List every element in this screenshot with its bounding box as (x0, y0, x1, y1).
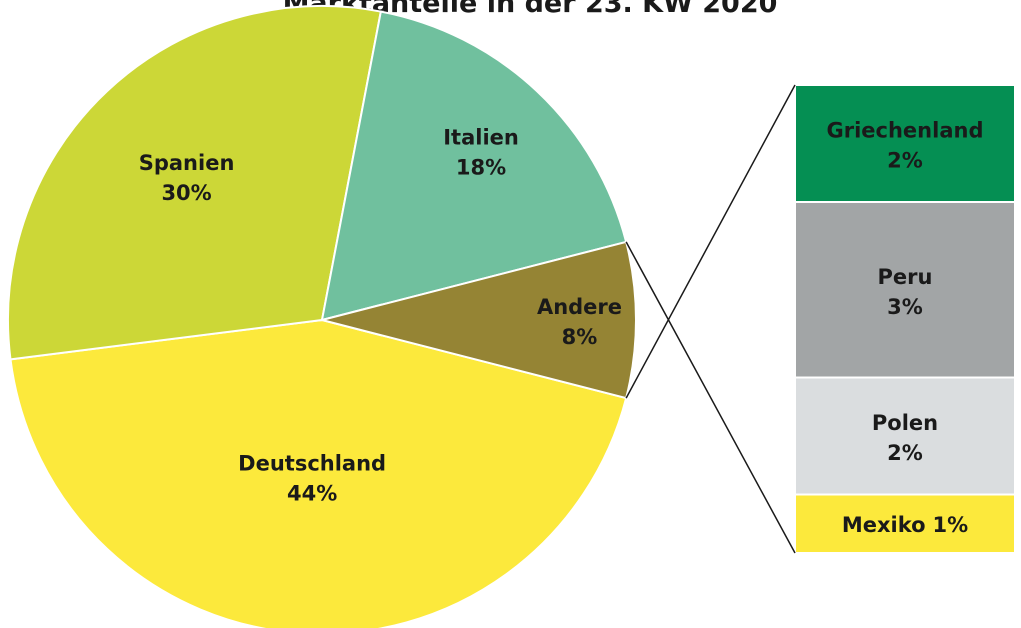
slice-value: 8% (562, 325, 598, 349)
slice-label: Deutschland (238, 452, 386, 476)
bar-segment (794, 201, 1016, 379)
segment-value: 2% (887, 441, 923, 465)
connector-line (625, 241, 796, 554)
bar-segment (794, 493, 1016, 554)
bar-segment (794, 84, 1016, 203)
pie-slice (320, 10, 628, 322)
pie-slice (7, 5, 383, 361)
segment-label: Peru (878, 265, 933, 289)
chart-title: Marktanteile in der 23. KW 2020 (283, 0, 778, 19)
segment-value: 3% (887, 295, 923, 319)
bar-segment (794, 376, 1016, 496)
slice-label: Andere (537, 295, 622, 319)
pie-slice (321, 240, 637, 400)
connector-line (625, 84, 796, 399)
segment-label: Mexiko 1% (842, 513, 968, 537)
slice-value: 18% (456, 156, 506, 180)
segment-name: Mexiko (842, 513, 926, 537)
slice-label: Spanien (139, 151, 235, 175)
pie-slice (9, 318, 628, 628)
segment-value: 1% (933, 513, 969, 537)
slice-value: 44% (287, 482, 337, 506)
segment-label: Griechenland (827, 119, 984, 143)
segment-label: Polen (872, 411, 938, 435)
slice-value: 30% (161, 181, 211, 205)
segment-value: 2% (887, 149, 923, 173)
slice-label: Italien (443, 126, 519, 150)
